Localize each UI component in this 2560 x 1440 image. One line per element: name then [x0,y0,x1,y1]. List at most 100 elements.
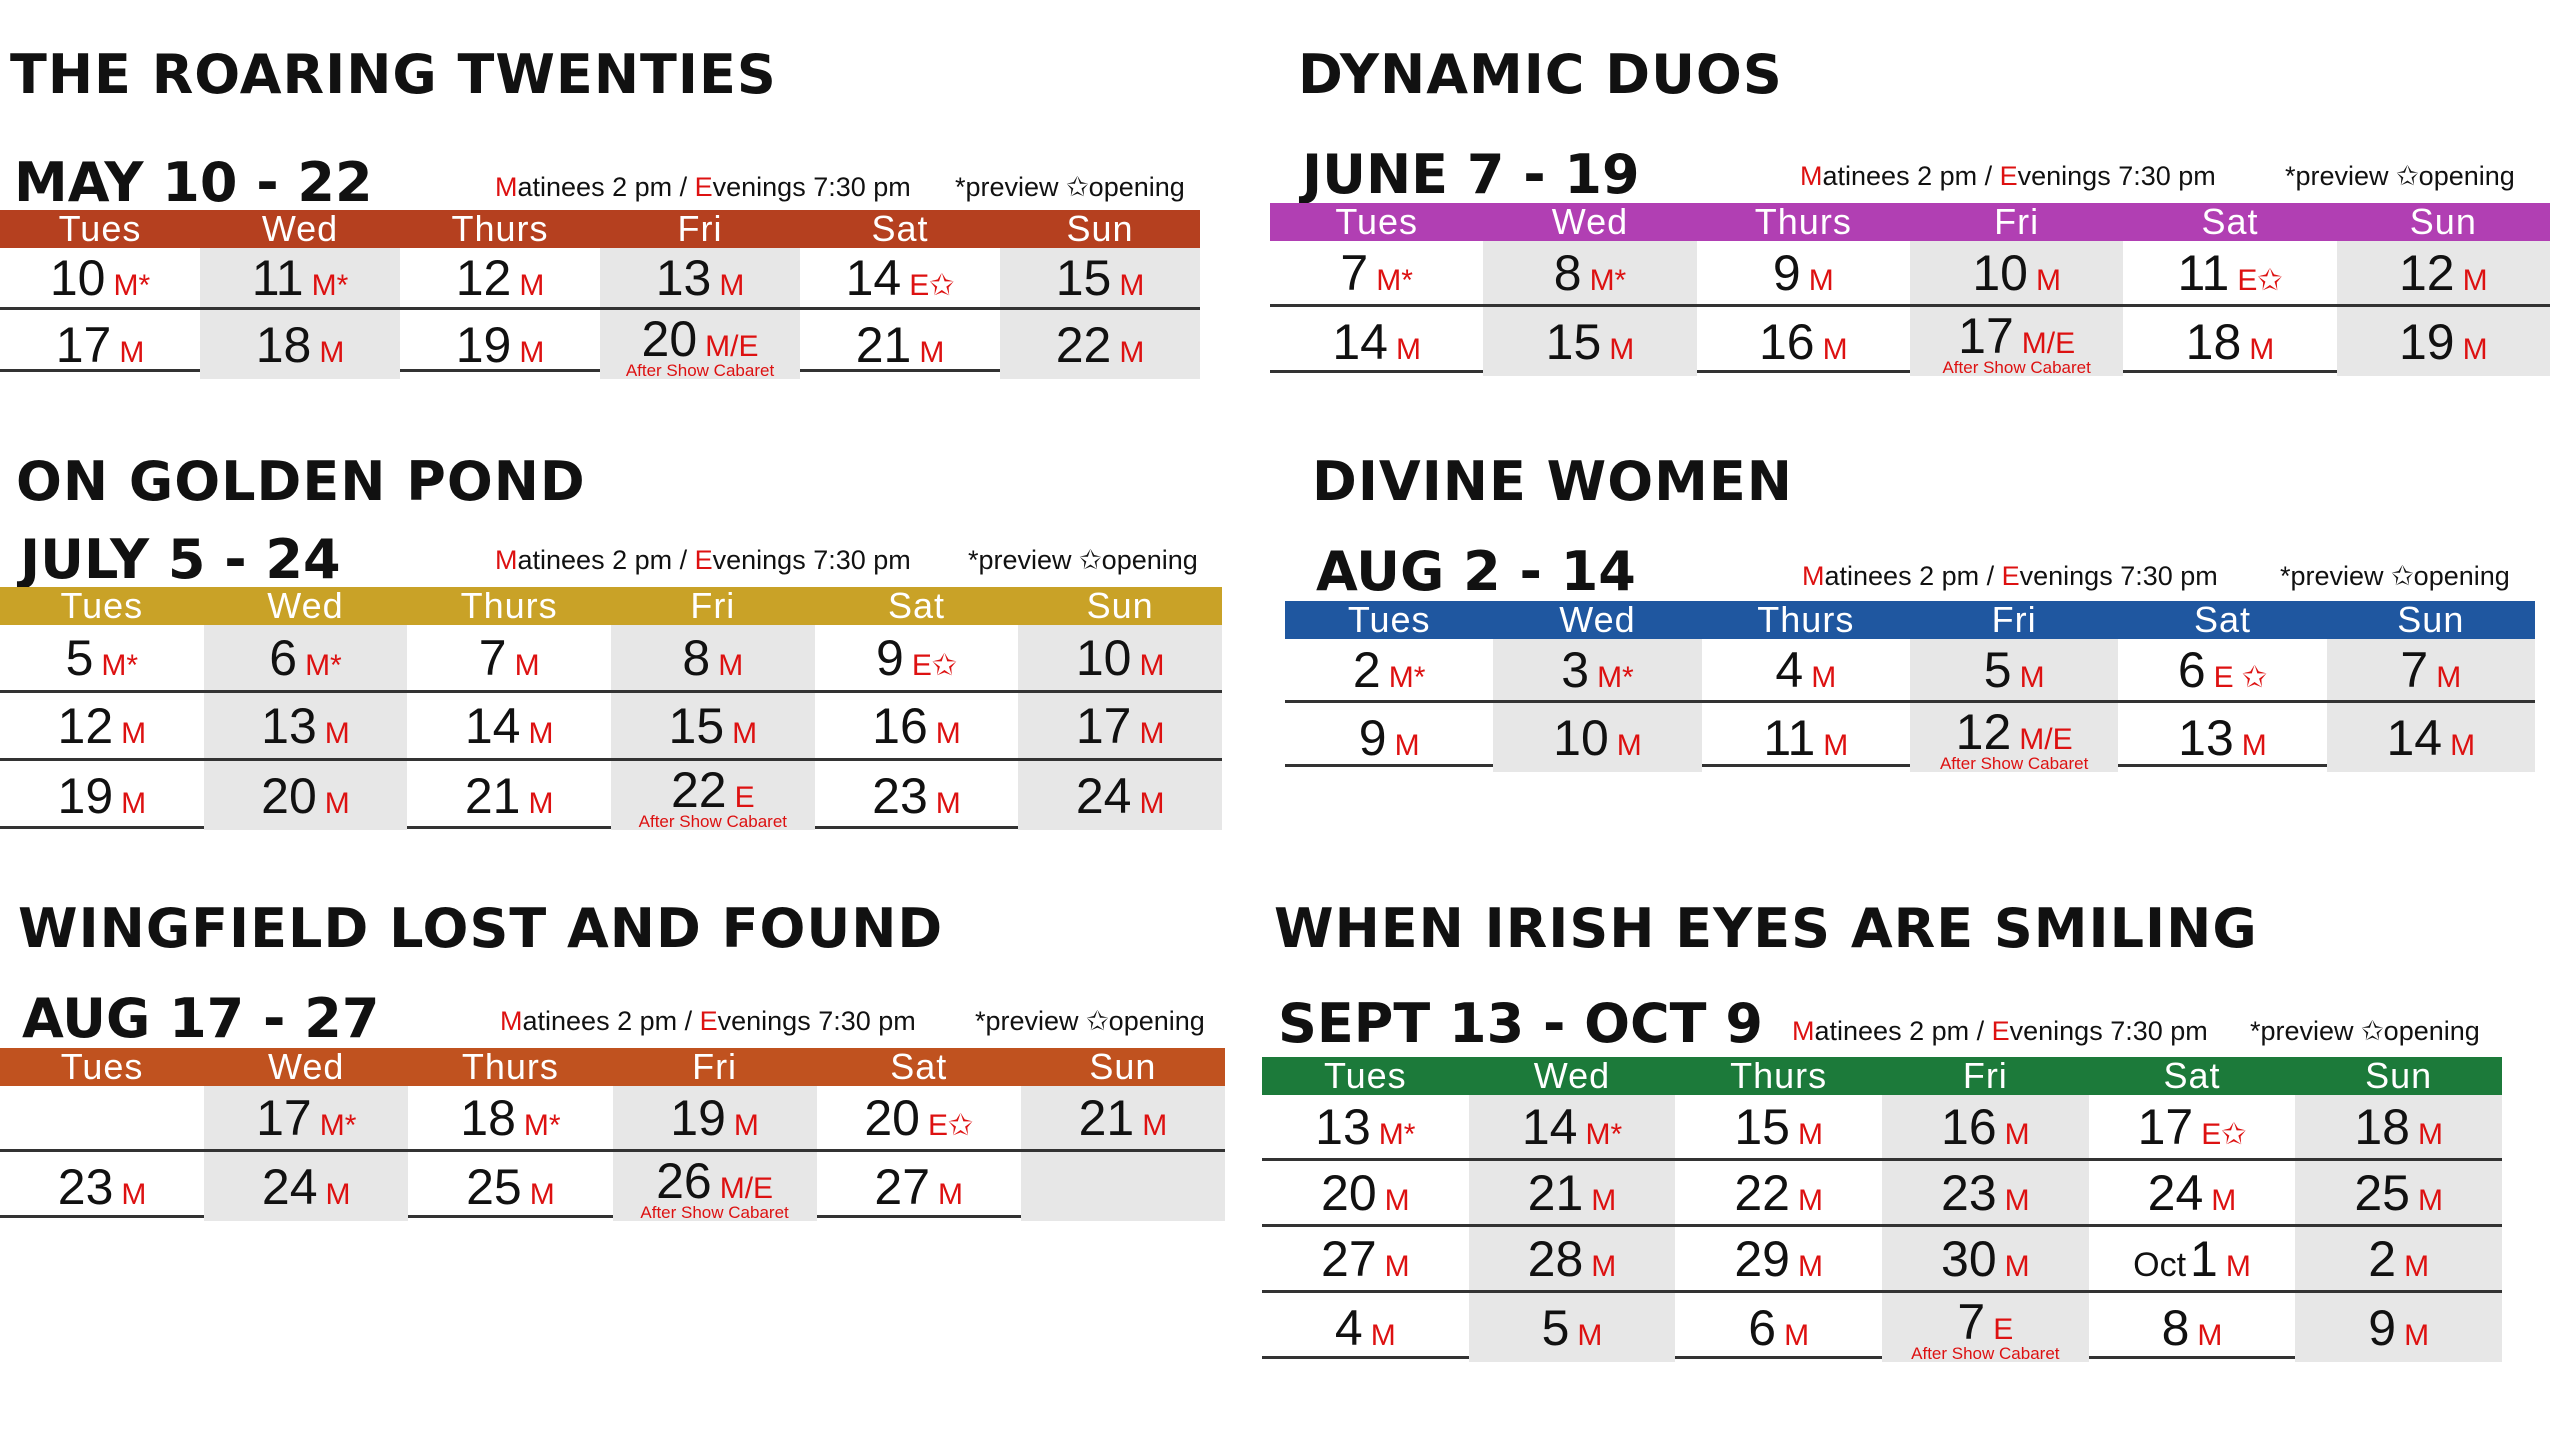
performance-code: M [2225,1249,2251,1283]
date-cell [1020,1152,1225,1221]
calendar-grid: Tues Wed Thurs Fri Sat Sun 5 M* 6 M* 7 M 8 M 9 E✩ 10 M 12 M… [0,585,1222,831]
show-title: ON GOLDEN POND [16,450,586,513]
performance-code: M [2004,1117,2030,1151]
date-line: 2 M* [1353,641,1425,699]
day-number: 14 [1332,313,1388,370]
day-header-wed: Wed [261,208,339,249]
day-number: 12 [2399,244,2455,301]
legend-preview: *preview [968,545,1072,575]
performance-code: M [2211,1183,2237,1217]
calendar-header: Tues Wed Thurs Fri Sat Sun [1270,203,2550,241]
date-cell: 30 M [1882,1227,2089,1290]
date-line: 17 M [1076,697,1165,755]
date-line: 16 M [1759,313,1848,371]
day-number: 24 [2147,1164,2204,1221]
performance-code: M [733,1108,759,1142]
performance-code: E✩ [909,268,955,302]
performance-code: E✩ [2237,263,2283,297]
date-line: 26 M/E [656,1152,773,1210]
day-number: 24 [1075,767,1132,824]
legend-opening: ✩opening [2391,561,2510,591]
performance-code: M [519,335,545,369]
day-number: 9 [1358,709,1387,766]
date-range: AUG 17 - 27 [22,987,380,1050]
performance-code: M [528,786,554,820]
showtimes-mat-rest: atinees 2 pm / [1822,161,2000,191]
performance-code: M/E [2019,723,2073,756]
date-cell: 23 M [815,761,1019,830]
performance-code: M [2462,332,2488,366]
performance-code: M [324,716,350,750]
calendar-header: Tues Wed Thurs Fri Sat Sun [0,1048,1225,1086]
cabaret-note: After Show Cabaret [640,1203,789,1222]
calendar-grid: Tues Wed Thurs Fri Sat Sun 10 M* 11 M* 12 M 13 M 14 E✩ 1… [0,208,1200,379]
day-number: 15 [668,697,725,754]
day-header-sat: Sat [2193,599,2252,640]
showtimes-eve-letter: E [2001,561,2020,591]
date-cell: 10 M [1909,241,2124,304]
calendar-row: 9 M 10 M 11 M 12 M/E After Show Cabaret 13 M 14 M [1285,703,2535,772]
performance-code: M* [113,268,151,302]
date-cell: 10 M [1493,703,1702,772]
date-line: 13 M [656,249,745,307]
date-cell: 17 M [1018,693,1222,758]
date-line: 28 M [1528,1230,1617,1288]
performance-code: M [2417,1183,2443,1217]
day-number: 7 [1957,1294,1986,1350]
performance-code: M [938,1177,964,1211]
performance-code: M [2417,1117,2443,1151]
cabaret-note: After Show Cabaret [638,812,787,831]
cabaret-note: After Show Cabaret [625,361,775,380]
day-number: 27 [874,1158,931,1215]
date-cell: 3 M* [1493,639,1702,700]
date-cell: 20 M [1262,1161,1469,1224]
date-cell: 22 M [1000,310,1200,379]
showtimes-mat-letter: M [495,172,518,202]
day-number: 8 [682,629,711,686]
date-line: 22 E [671,761,755,819]
performance-code: M [718,648,744,682]
day-number: 2 [1352,641,1381,698]
day-number: 18 [460,1089,516,1146]
date-line: 21 M [1528,1164,1617,1222]
day-number: 8 [1553,244,1582,301]
performance-code: M [1395,332,1421,366]
day-number: 17 [256,1089,312,1146]
date-line: 7 M* [1340,244,1412,302]
performance-code: M [2035,263,2061,297]
calendar-row: 10 M* 11 M* 12 M 13 M 14 E✩ 15 M [0,248,1200,310]
calendar-grid: Tues Wed Thurs Fri Sat Sun 2 M* 3 M* 4 M 5 M 6 E ✩ 7 M 9 M 1… [1285,599,2535,772]
performance-code: M* [1378,1117,1416,1151]
day-header-thurs: Thurs [1754,201,1852,242]
date-line: 22 M [1734,1164,1823,1222]
date-line: 20 M [261,767,350,825]
date-cell: 14 M [407,693,611,758]
date-line: 21 M [465,767,554,825]
showtimes-note: Matinees 2 pm / Evenings 7:30 pm [495,174,911,201]
day-number: 23 [872,767,928,824]
day-number: 9 [2368,1299,2397,1356]
date-range: SEPT 13 - OCT 9 [1278,992,1763,1055]
showtimes-eve-rest: venings 7:30 pm [2019,561,2218,591]
performance-code: M [2197,1318,2223,1352]
calendar-row: 7 M* 8 M* 9 M 10 M 11 E✩ 12 M [1270,241,2550,307]
date-cell: 18 M [200,310,400,379]
day-header-sun: Sun [2397,599,2465,640]
performance-code: M [1384,1183,1410,1217]
performance-code: M [935,716,961,750]
day-header-sat: Sat [871,208,929,249]
date-line: 18 M [2186,313,2275,371]
performance-code: M [2462,263,2488,297]
showtimes-eve-rest: venings 7:30 pm [717,1006,916,1036]
day-number: 20 [641,311,698,367]
performance-code: M [2241,728,2267,762]
day-number: 6 [2177,641,2206,698]
day-header-sat: Sat [887,585,946,626]
date-line: 3 M* [1561,641,1633,699]
date-line: 24 M [262,1158,351,1216]
date-cell: 12 M/E After Show Cabaret [1909,703,2119,772]
